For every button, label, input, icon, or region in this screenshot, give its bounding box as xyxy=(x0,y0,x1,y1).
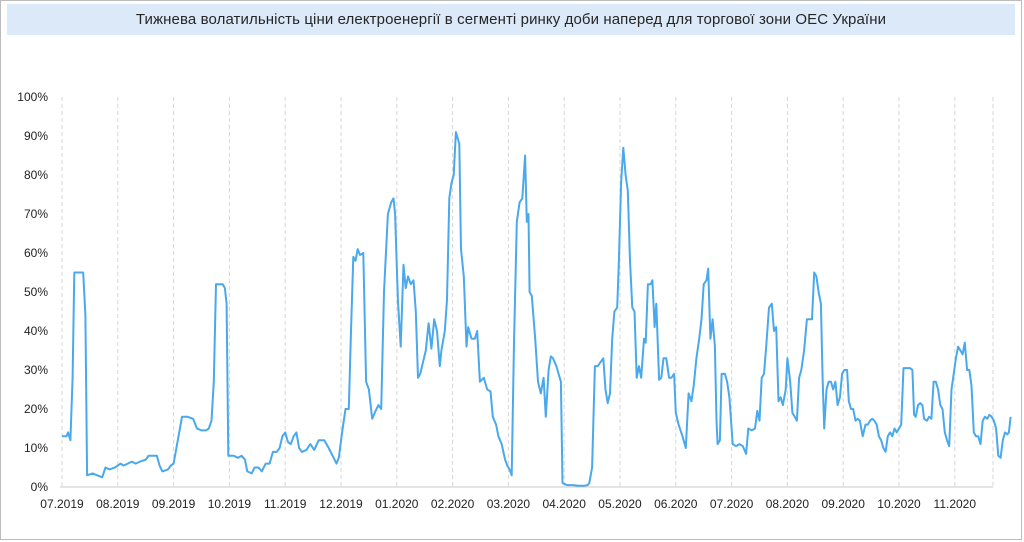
x-tick-label: 11.2020 xyxy=(934,497,977,511)
chart-title: Тижнева волатильність ціни електроенергі… xyxy=(135,11,887,28)
x-tick-label: 04.2020 xyxy=(543,497,587,511)
x-axis: 07.2019 08.2019 09.2019 10.2019 11.2019 12.20… xyxy=(40,497,976,511)
y-axis: 0% 10% 20% 30% 40% 50% 60% 70% 80% 90% 100% xyxy=(17,90,48,494)
grid-lines xyxy=(61,97,994,487)
y-tick-label: 70% xyxy=(24,207,48,221)
x-tick-label: 12.2019 xyxy=(319,497,363,511)
y-tick-label: 90% xyxy=(24,129,48,143)
y-tick-label: 50% xyxy=(24,285,48,299)
x-tick-label: 10.2019 xyxy=(208,497,252,511)
y-tick-label: 40% xyxy=(24,324,48,338)
y-tick-label: 100% xyxy=(17,90,48,104)
x-tick-label: 02.2020 xyxy=(431,497,475,511)
y-tick-label: 60% xyxy=(24,246,48,260)
x-tick-label: 05.2020 xyxy=(598,497,642,511)
x-tick-label: 08.2020 xyxy=(766,497,810,511)
series-line xyxy=(62,131,1012,487)
x-tick-label: 06.2020 xyxy=(654,497,698,511)
y-tick-label: 80% xyxy=(24,168,48,182)
y-tick-label: 20% xyxy=(24,402,48,416)
chart-title-bar: Тижнева волатильність ціни електроенергі… xyxy=(7,4,1015,35)
x-tick-label: 11.2019 xyxy=(264,497,307,511)
x-tick-label: 07.2019 xyxy=(40,497,84,511)
x-tick-label: 08.2019 xyxy=(96,497,140,511)
x-tick-label: 07.2020 xyxy=(710,497,754,511)
x-tick-label: 09.2020 xyxy=(822,497,866,511)
y-tick-label: 30% xyxy=(24,363,48,377)
x-tick-label: 03.2020 xyxy=(487,497,531,511)
y-tick-label: 10% xyxy=(24,441,48,455)
y-tick-label: 0% xyxy=(31,480,49,494)
x-tick-label: 09.2019 xyxy=(152,497,196,511)
x-tick-label: 10.2020 xyxy=(877,497,921,511)
x-tick-label: 01.2020 xyxy=(375,497,419,511)
